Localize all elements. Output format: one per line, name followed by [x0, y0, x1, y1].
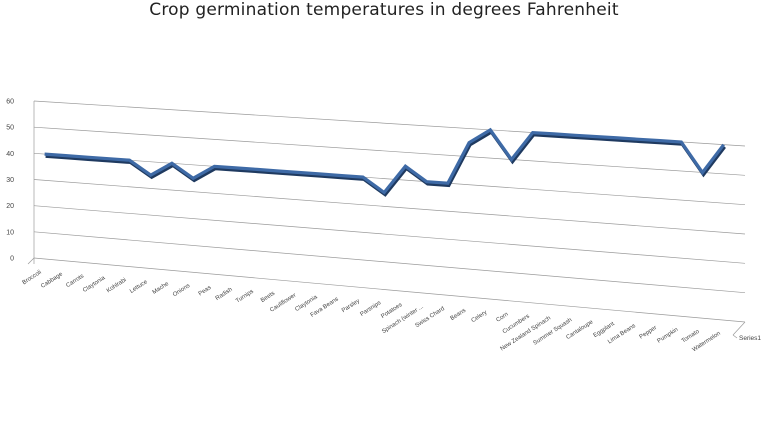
- x-tick-label: Kohlrabi: [106, 277, 128, 294]
- x-tick-label: Carrots: [65, 273, 85, 289]
- x-tick-label: Tomato: [681, 328, 701, 344]
- x-tick-label: Cabbage: [40, 271, 64, 290]
- series-line: [44, 127, 725, 195]
- x-tick-label: Peas: [198, 285, 213, 297]
- x-tick-label: Parsnips: [359, 300, 382, 318]
- x-tick-label: Pepper: [639, 325, 659, 341]
- x-tick-label: Lettuce: [129, 279, 149, 295]
- floor-edge-right: [732, 321, 746, 336]
- gridline: [33, 152, 746, 206]
- gridline: [33, 205, 746, 264]
- series-tick: [732, 334, 738, 339]
- gridline: [33, 126, 746, 176]
- gridline: [33, 231, 746, 294]
- x-tick-label: Beans: [450, 308, 468, 322]
- x-tick-label: Spinach (winter ...: [381, 304, 425, 335]
- x-tick-label: Mache: [152, 281, 171, 296]
- x-tick-label: Turnips: [235, 289, 255, 305]
- gridline: [33, 257, 746, 323]
- x-tick-label: Beets: [260, 291, 276, 304]
- chart-title: Crop germination temperatures in degrees…: [149, 0, 619, 20]
- gridline: [33, 179, 746, 235]
- floor-edge-left: [27, 257, 35, 265]
- y-tick-label: 30: [6, 177, 14, 184]
- x-tick-label: Parsley: [341, 298, 361, 314]
- x-tick-label: Radish: [215, 287, 234, 302]
- x-tick-label: Pumpkin: [657, 327, 680, 345]
- x-tick-label: Onions: [172, 283, 191, 298]
- y-tick-label: 0: [10, 256, 14, 263]
- y-tick-label: 60: [6, 99, 14, 106]
- y-tick-label: 50: [6, 125, 14, 132]
- x-tick-label: Corn: [495, 312, 509, 324]
- y-tick-label: 40: [6, 151, 14, 158]
- y-tick-label: 20: [6, 203, 14, 210]
- x-tick-label: Broccoli: [22, 270, 43, 287]
- series-line-shadow: [45, 129, 726, 197]
- grid-layer: [27, 100, 746, 339]
- x-tick-label: Claytonia: [82, 275, 107, 294]
- y-tick-label: 10: [6, 229, 14, 236]
- series-label: Series1: [739, 335, 761, 342]
- x-tick-label: Celery: [471, 310, 489, 324]
- series-layer: [44, 127, 726, 197]
- y-tick-labels: 0 10 20 30 40 50 60: [6, 99, 14, 263]
